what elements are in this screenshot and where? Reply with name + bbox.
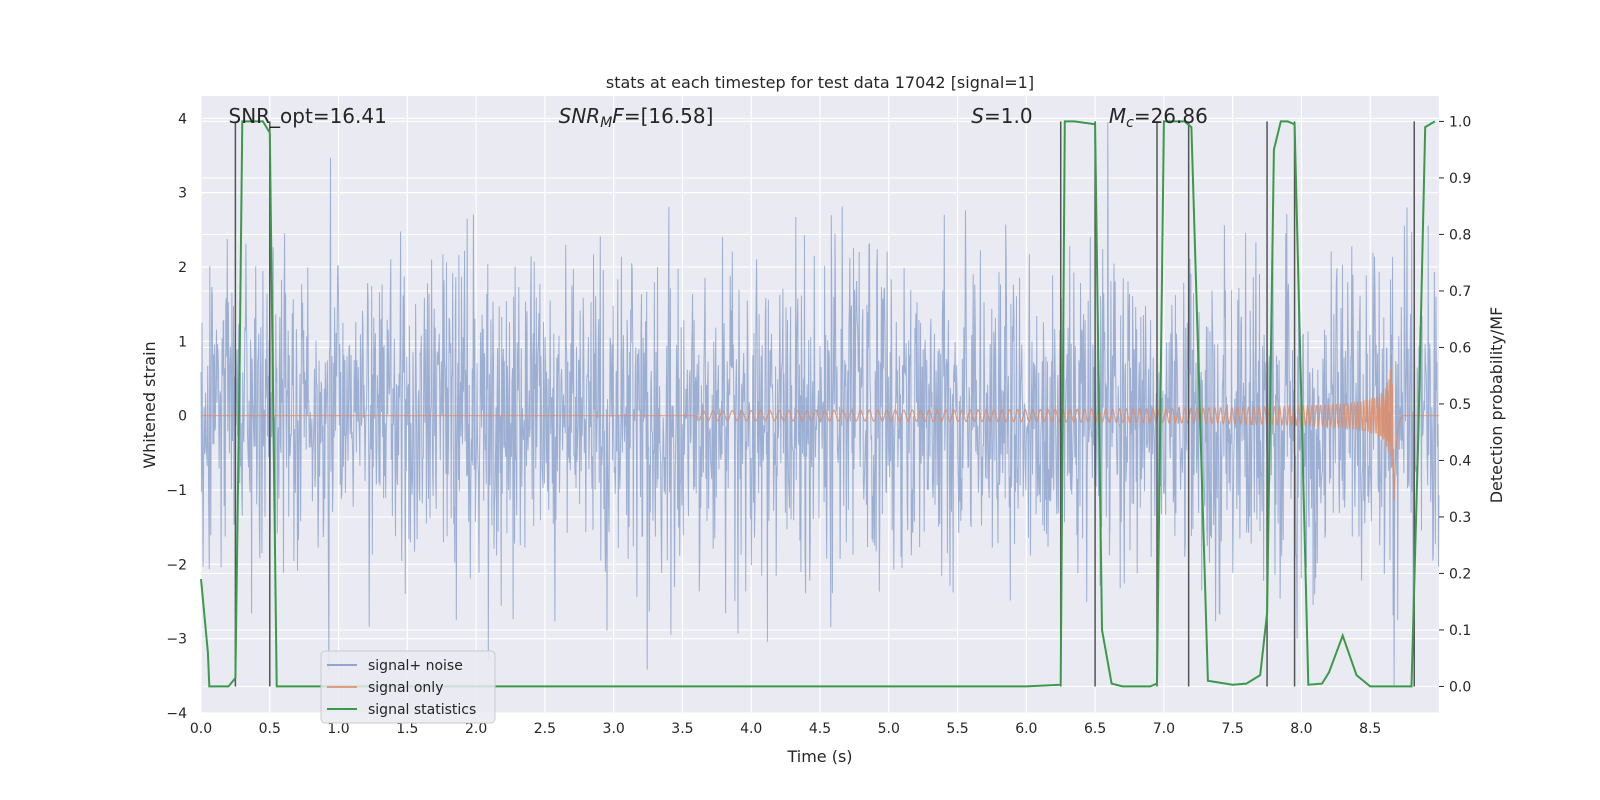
chart-title: stats at each timestep for test data 170…	[606, 73, 1034, 92]
legend-label: signal+ noise	[368, 658, 463, 674]
x-tick-label: 0.5	[259, 721, 281, 737]
x-tick-label: 6.5	[1084, 721, 1106, 737]
y2-tick-label: 0.1	[1449, 623, 1471, 639]
y-tick-label: −2	[166, 557, 187, 573]
y-tick-label: 2	[178, 260, 187, 276]
y-tick-label: −4	[166, 706, 187, 722]
y-tick-label: −1	[166, 483, 187, 499]
signal-noise-line	[200, 121, 1440, 686]
series-signal-only	[201, 353, 1439, 501]
series-signal-statistics	[200, 120, 1436, 688]
y-tick-label: −3	[166, 632, 187, 648]
x-tick-label: 3.5	[671, 721, 693, 737]
tick-labels: 0.0 0.5 1.0 1.5 2.0 2.5 3.0 3.5 4.0 4.5 5.0 5.5 6.0 6…	[166, 111, 1471, 737]
y-axis-label: Whitened strain	[140, 341, 159, 468]
y2-tick-label: 0.2	[1449, 566, 1471, 582]
x-tick-label: 1.5	[396, 721, 418, 737]
x-tick-label: 2.5	[534, 721, 556, 737]
y2-tick-label: 0.5	[1449, 397, 1471, 413]
signal-only-line	[201, 353, 1439, 501]
x-tick-label: 8.0	[1290, 721, 1312, 737]
y-tick-label: 3	[178, 186, 187, 202]
x-tick-label: 5.5	[946, 721, 968, 737]
annotation-snr-mf: SNRMF=[16.58]	[559, 104, 714, 131]
x-tick-label: 7.5	[1222, 721, 1244, 737]
legend-label: signal statistics	[368, 702, 476, 718]
x-tick-label: 5.0	[878, 721, 900, 737]
legend-label: signal only	[368, 680, 443, 696]
y2-tick-label: 1.0	[1449, 114, 1471, 130]
x-tick-label: 1.0	[327, 721, 349, 737]
annotation-s-stat: S=1.0	[971, 104, 1032, 128]
x-tick-label: 6.0	[1015, 721, 1037, 737]
annotations: SNR_opt=16.41 SNRMF=[16.58] S=1.0 Mc=26.86	[229, 104, 1208, 131]
x-tick-label: 4.5	[809, 721, 831, 737]
y2-tick-label: 0.9	[1449, 171, 1471, 187]
y2-tick-label: 0.6	[1449, 340, 1471, 356]
y2-tick-label: 0.7	[1449, 284, 1471, 300]
annotation-snr-opt: SNR_opt=16.41	[229, 104, 387, 128]
y2-tick-label: 0.0	[1449, 679, 1471, 695]
y-tick-label: 4	[178, 111, 187, 127]
x-tick-label: 0.0	[190, 721, 212, 737]
x-tick-label: 8.5	[1359, 721, 1381, 737]
annotation-mc: Mc=26.86	[1109, 104, 1208, 131]
x-tick-label: 7.0	[1153, 721, 1175, 737]
x-tick-label: 3.0	[603, 721, 625, 737]
series-signal-noise	[200, 121, 1440, 686]
x-tick-label: 4.0	[740, 721, 762, 737]
legend: signal+ noise signal only signal statistic…	[320, 650, 496, 724]
y2-tick-label: 0.4	[1449, 453, 1471, 469]
y2-axis-label: Detection probability/MF	[1487, 307, 1506, 504]
signal-statistics-line	[200, 120, 1436, 688]
legend-box	[320, 650, 496, 724]
y2-tick-label: 0.3	[1449, 510, 1471, 526]
y-tick-label: 1	[178, 334, 187, 350]
x-tick-label: 2.0	[465, 721, 487, 737]
y-tick-label: 0	[178, 409, 187, 425]
y2-tick-label: 0.8	[1449, 227, 1471, 243]
x-axis-label: Time (s)	[786, 747, 852, 766]
